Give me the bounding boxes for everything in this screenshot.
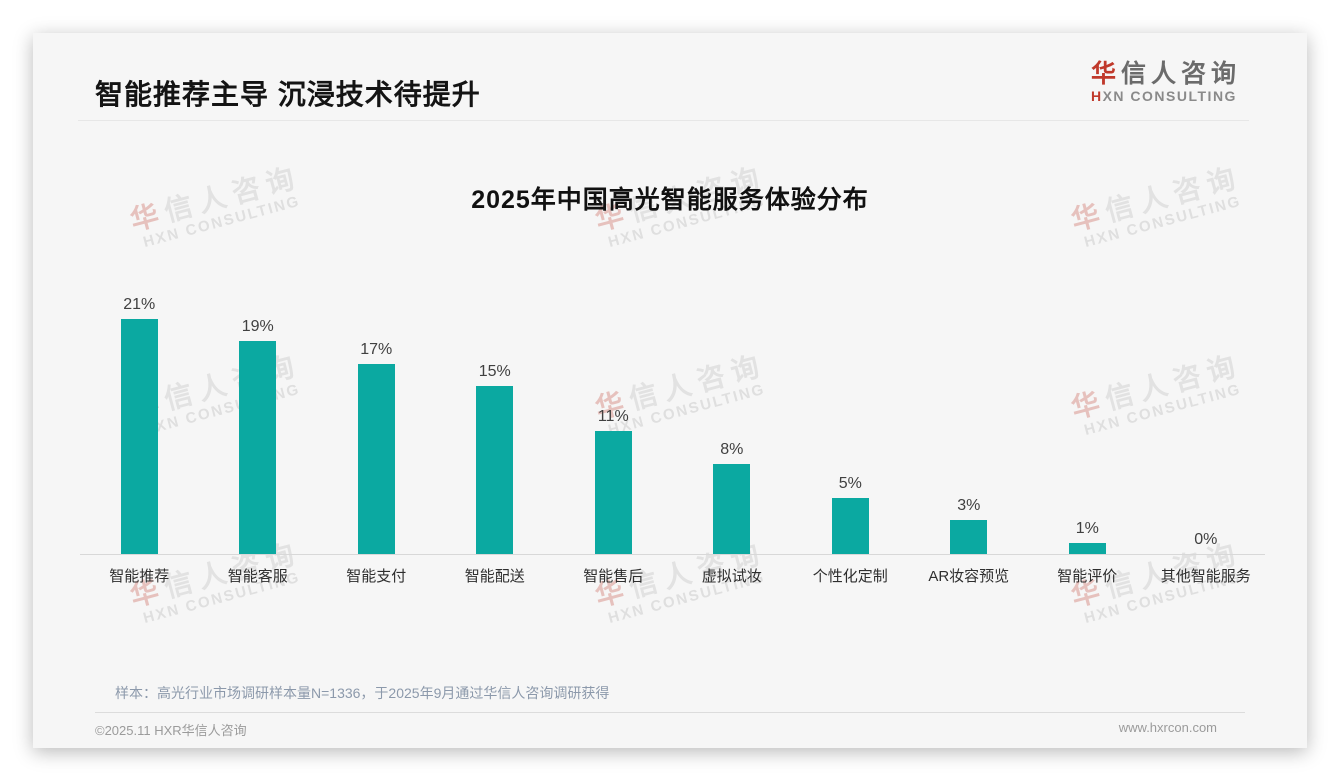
footer-divider [95,712,1245,713]
logo-en-accent: H [1090,88,1103,104]
category-label: 其他智能服务 [1160,568,1251,585]
bar [831,498,869,554]
bar-value-label: 5% [838,475,862,492]
bar-column: 5% [791,284,910,554]
logo-en-text: HXN CONSULTING [1091,89,1241,104]
logo-cn-accent: 华 [1090,60,1121,88]
chart-title: 2025年中国高光智能服务体验分布 [471,186,869,214]
category-label: 智能支付 [346,568,407,585]
category-label: 智能售后 [583,568,644,585]
bar-column: 3% [910,284,1029,554]
category-label: 个性化定制 [812,568,888,585]
bar [357,363,395,554]
title-divider [78,120,1249,121]
category-axis: 智能推荐 智能客服 智能支付 智能配送 智能售后 虚拟试妆 个性化定制 AR妆容预览 智能评价 其… [80,565,1265,586]
category-label: 虚拟试妆 [701,568,762,585]
bar-value-label: 15% [478,363,511,380]
category-label: 智能配送 [464,568,525,585]
footer-copyright: ©2025.11 HXR华信人咨询 [95,723,247,738]
category-label: 智能评价 [1057,568,1118,585]
page-title: 智能推荐主导 沉浸技术待提升 [95,79,481,110]
bar-value-label: 11% [597,407,629,425]
footer-website: www.hxrcon.com [1118,720,1217,735]
bar [120,318,158,554]
category-label: 智能推荐 [109,568,170,585]
bar [713,464,751,554]
slide-card: 华信人咨询 HXN CONSULTING 华信人咨询 HXN CONSULTING 华信… [33,33,1307,748]
bar-value-label: 1% [1075,519,1099,537]
sample-footnote: 样本：高光行业市场调研样本量N=1336，于2025年9月通过华信人咨询调研获得 [115,685,610,701]
logo-cn-text: 华信人咨询 [1091,59,1241,89]
bar-column: 8% [673,284,792,554]
bar-column: 21% [80,284,199,554]
bar [476,386,514,554]
bar-value-label: 8% [720,441,744,459]
category-label: 智能客服 [227,568,288,585]
bar-column: 19% [199,284,318,554]
logo-cn-rest: 信人咨询 [1120,60,1241,88]
bar-column: 1% [1028,284,1147,554]
bar [594,430,632,554]
bar-value-label: 19% [241,318,274,336]
bar-column: 17% [317,284,436,554]
bar [1068,542,1106,554]
bar-column: 0% [1147,284,1266,554]
bar-column: 15% [436,284,555,554]
logo-en-rest: XN CONSULTING [1102,88,1237,104]
company-logo: 华信人咨询 HXN CONSULTING [1091,59,1241,104]
x-axis-line [80,554,1265,555]
bar [239,341,277,554]
bar-column: 11% [554,284,673,554]
bar-chart: 21% 19% 17% 15% 11% 8% 5% 3% 1% 0% [80,284,1265,554]
bar-value-label: 0% [1194,531,1218,548]
bar-value-label: 21% [123,295,156,313]
bar-value-label: 3% [957,497,981,515]
bar-value-label: 17% [360,340,393,358]
category-label: AR妆容预览 [928,568,1010,585]
bar [950,520,988,554]
